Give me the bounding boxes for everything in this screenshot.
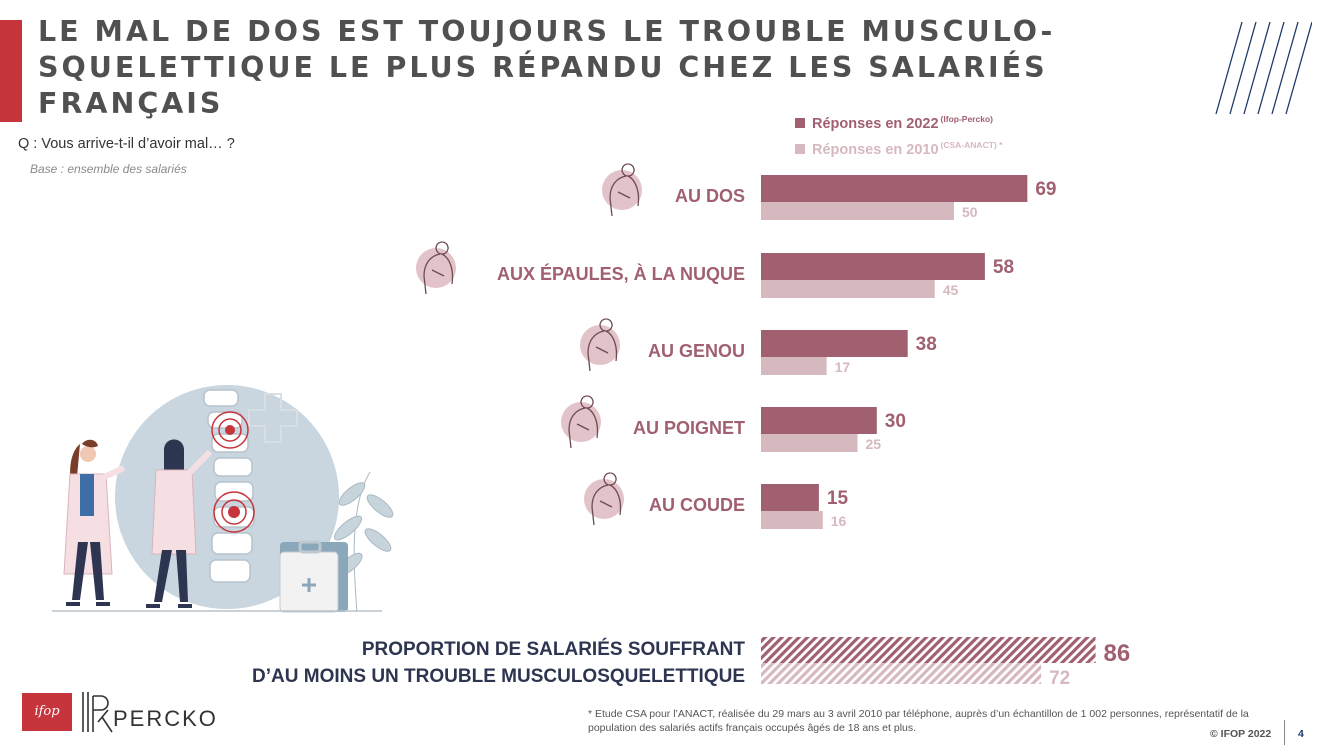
footnote: * Etude CSA pour l’ANACT, réalisée du 29…	[588, 708, 1249, 734]
survey-base: Base : ensemble des salariés	[30, 162, 187, 176]
category-label-3: AU GENOU	[648, 341, 745, 361]
category-label-5: AU COUDE	[649, 495, 745, 515]
category-label-4: AU POIGNET	[633, 418, 745, 438]
bar-2022-5	[761, 484, 819, 511]
bar-2022-1	[761, 175, 1028, 202]
legend-item-2022: Réponses en 2022 (Ifop-Percko)	[795, 114, 1002, 140]
value-label-2022-2: 58	[993, 257, 1014, 278]
percko-logo-mark	[82, 692, 113, 733]
legend-source-2010: (CSA-ANACT) *	[940, 140, 1003, 150]
elbow-pain-icon	[584, 472, 624, 526]
percko-logo-text: PERCKO	[113, 706, 218, 731]
summary-label-line1: PROPORTION DE SALARIÉS SOUFFRANT	[362, 638, 746, 660]
category-label-1: AU DOS	[675, 186, 745, 206]
summary-bar-2010	[761, 663, 1042, 684]
copyright: © IFOP 2022	[1210, 728, 1272, 740]
value-label-2022-1: 69	[1035, 179, 1056, 200]
knee-pain-icon	[580, 318, 620, 372]
bar-2022-4	[761, 407, 877, 434]
value-label-2022-4: 30	[885, 411, 906, 432]
chart-legend: Réponses en 2022 (Ifop-Percko) Réponses e…	[795, 114, 1002, 166]
value-label-2010-4: 25	[866, 436, 882, 452]
summary-value-2022: 86	[1104, 640, 1131, 667]
doctors-spine-illustration	[52, 385, 394, 613]
value-label-2022-5: 15	[827, 488, 849, 509]
value-label-2010-1: 50	[962, 204, 978, 220]
summary-bar-2022	[761, 637, 1096, 663]
bar-2010-3	[761, 357, 827, 375]
summary-value-2010: 72	[1049, 668, 1070, 689]
survey-question: Q : Vous arrive-t-il d’avoir mal… ?	[18, 136, 235, 152]
value-label-2010-2: 45	[943, 282, 959, 298]
bar-2010-2	[761, 280, 935, 298]
legend-swatch-2010	[795, 144, 805, 154]
value-label-2022-3: 38	[916, 334, 937, 355]
shoulder-neck-pain-icon	[416, 241, 456, 295]
value-label-2010-3: 17	[835, 359, 851, 375]
bar-2010-4	[761, 434, 858, 452]
wrist-pain-icon	[561, 395, 601, 449]
back-pain-icon	[602, 163, 642, 217]
legend-swatch-2022	[795, 118, 805, 128]
bar-2010-1	[761, 202, 954, 220]
summary-label-line2: D’AU MOINS UN TROUBLE MUSCULOSQUELETTIQU…	[252, 666, 745, 687]
footer-divider	[1284, 720, 1285, 745]
decorative-slashes	[1215, 22, 1312, 115]
ifop-logo: ifop	[22, 693, 72, 731]
legend-source-2022: (Ifop-Percko)	[940, 114, 993, 124]
page-title: LE MAL DE DOS EST TOUJOURS LE TROUBLE MU…	[38, 15, 1056, 120]
page-number: 4	[1298, 728, 1304, 740]
legend-label-2010: Réponses en 2010	[812, 142, 939, 158]
bar-2022-3	[761, 330, 908, 357]
title-accent-bar	[0, 20, 22, 122]
legend-label-2022: Réponses en 2022	[812, 116, 939, 132]
bar-2022-2	[761, 253, 985, 280]
bar-2010-5	[761, 511, 823, 529]
legend-item-2010: Réponses en 2010 (CSA-ANACT) *	[795, 140, 1002, 166]
category-label-2: AUX ÉPAULES, À LA NUQUE	[497, 263, 745, 284]
value-label-2010-5: 16	[831, 513, 847, 529]
